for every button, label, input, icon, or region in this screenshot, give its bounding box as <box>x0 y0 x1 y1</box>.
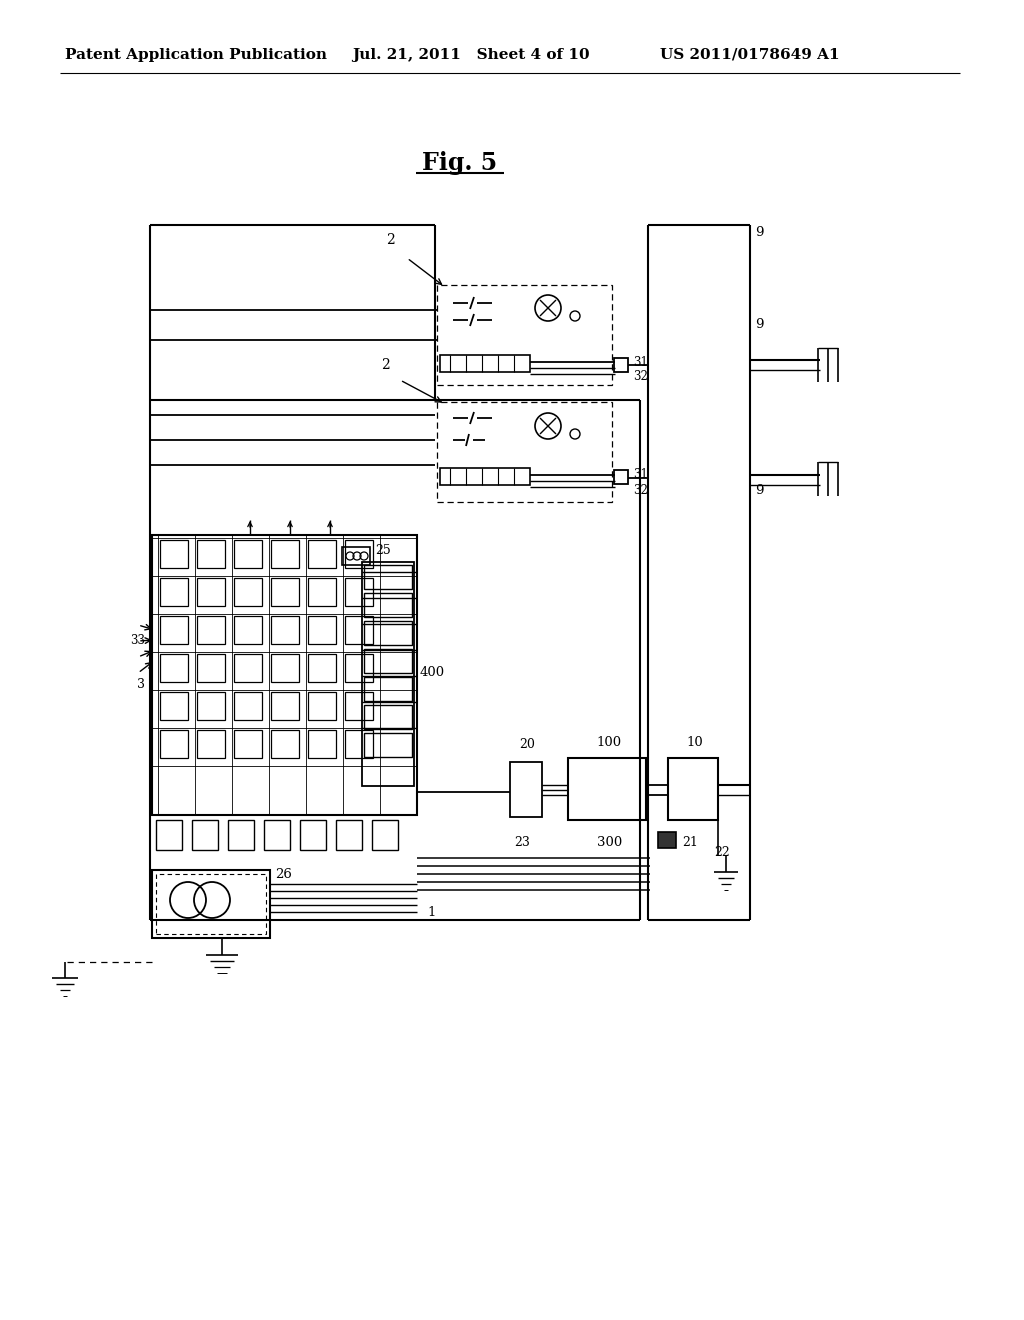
Bar <box>614 470 628 484</box>
Text: 9: 9 <box>755 483 764 496</box>
Bar <box>197 730 225 758</box>
Bar <box>364 649 412 673</box>
Bar <box>668 758 718 820</box>
Text: 3: 3 <box>137 678 145 692</box>
Bar <box>234 692 262 719</box>
Text: 26: 26 <box>275 869 292 882</box>
Bar <box>234 730 262 758</box>
Text: 400: 400 <box>420 665 445 678</box>
Bar <box>271 578 299 606</box>
Bar <box>372 820 398 850</box>
Bar <box>614 358 628 372</box>
Bar <box>308 578 336 606</box>
Bar <box>342 546 370 565</box>
Bar <box>437 285 612 385</box>
Bar <box>658 832 676 847</box>
Bar <box>152 870 270 939</box>
Bar <box>345 730 373 758</box>
Bar <box>364 677 412 701</box>
Bar <box>160 730 188 758</box>
Bar <box>160 692 188 719</box>
Bar <box>197 692 225 719</box>
Text: 300: 300 <box>597 836 623 849</box>
Text: 1: 1 <box>428 906 436 919</box>
Bar <box>264 820 290 850</box>
Bar <box>152 535 417 814</box>
Bar <box>364 705 412 729</box>
Bar <box>308 692 336 719</box>
Text: 31: 31 <box>633 467 648 480</box>
Bar <box>156 820 182 850</box>
Text: 32: 32 <box>633 370 648 383</box>
Bar <box>160 616 188 644</box>
Text: 9: 9 <box>755 318 764 331</box>
Bar <box>364 593 412 616</box>
Text: 33: 33 <box>130 634 145 647</box>
Bar <box>193 820 218 850</box>
Bar <box>197 653 225 682</box>
Bar <box>440 355 530 372</box>
Text: 20: 20 <box>519 738 535 751</box>
Text: US 2011/0178649 A1: US 2011/0178649 A1 <box>660 48 840 62</box>
Bar <box>234 578 262 606</box>
Bar <box>308 730 336 758</box>
Bar <box>160 540 188 568</box>
Text: 25: 25 <box>375 544 391 557</box>
Text: 22: 22 <box>714 846 730 858</box>
Text: 2: 2 <box>386 234 394 247</box>
Bar <box>234 616 262 644</box>
Bar <box>345 616 373 644</box>
Bar <box>345 692 373 719</box>
Bar <box>228 820 254 850</box>
Bar <box>234 653 262 682</box>
Bar <box>271 540 299 568</box>
Bar <box>234 540 262 568</box>
Text: 23: 23 <box>514 836 530 849</box>
Bar <box>345 540 373 568</box>
Bar <box>271 653 299 682</box>
Bar <box>336 820 362 850</box>
Text: 2: 2 <box>381 358 389 372</box>
Bar <box>300 820 326 850</box>
Bar <box>197 616 225 644</box>
Text: 100: 100 <box>596 735 622 748</box>
Bar <box>345 578 373 606</box>
Bar <box>271 692 299 719</box>
Bar <box>568 758 646 820</box>
Bar <box>364 620 412 645</box>
Bar <box>437 403 612 502</box>
Bar <box>362 562 414 785</box>
Bar <box>160 653 188 682</box>
Bar <box>308 540 336 568</box>
Bar <box>197 578 225 606</box>
Bar <box>160 578 188 606</box>
Bar <box>364 565 412 589</box>
Bar <box>308 653 336 682</box>
Bar <box>156 874 266 935</box>
Text: 21: 21 <box>682 836 698 849</box>
Text: Fig. 5: Fig. 5 <box>423 150 498 176</box>
Text: Patent Application Publication: Patent Application Publication <box>65 48 327 62</box>
Bar <box>271 730 299 758</box>
Bar <box>197 540 225 568</box>
Bar <box>345 653 373 682</box>
Text: Jul. 21, 2011   Sheet 4 of 10: Jul. 21, 2011 Sheet 4 of 10 <box>352 48 590 62</box>
Bar <box>364 733 412 756</box>
Text: 32: 32 <box>633 483 648 496</box>
Bar <box>271 616 299 644</box>
Bar <box>440 469 530 484</box>
Text: 9: 9 <box>755 226 764 239</box>
Bar <box>308 616 336 644</box>
Bar <box>510 762 542 817</box>
Text: 31: 31 <box>633 355 648 368</box>
Text: 10: 10 <box>687 735 703 748</box>
